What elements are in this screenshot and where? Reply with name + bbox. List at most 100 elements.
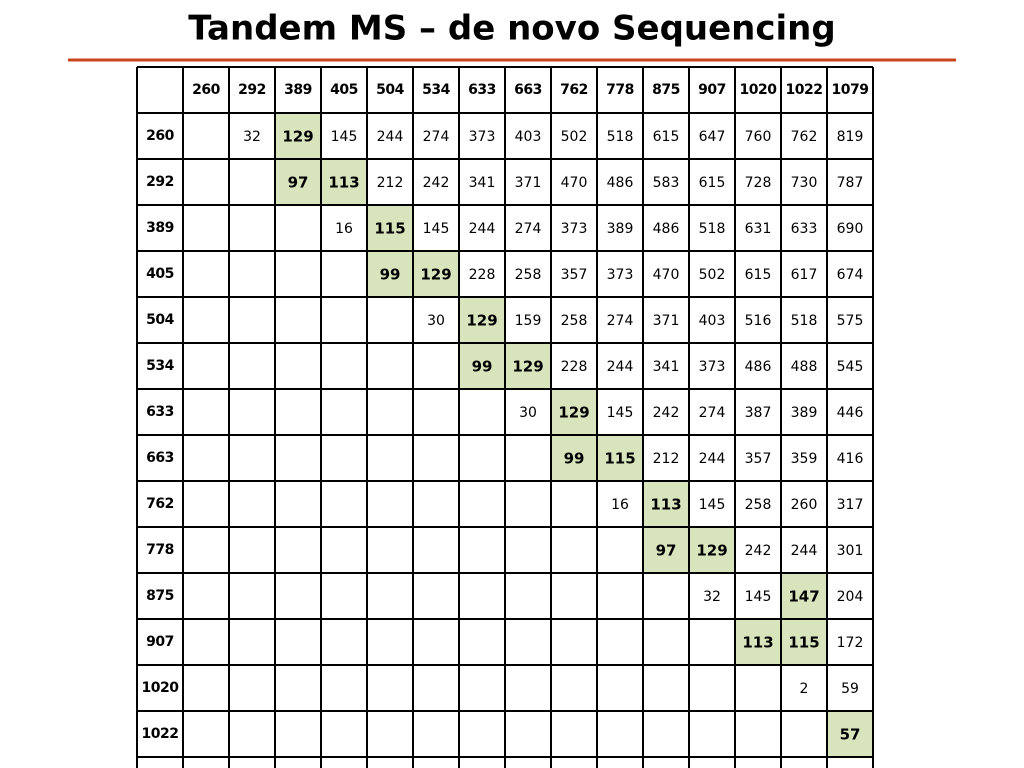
highlight-value: 129	[466, 312, 497, 330]
cell-value: 228	[469, 267, 496, 283]
cell-value: 403	[699, 313, 726, 329]
row-header: 504	[146, 312, 174, 328]
row-header: 534	[146, 358, 174, 374]
cell-value: 728	[745, 175, 772, 191]
cell-value: 615	[653, 129, 680, 145]
cell-value: 244	[469, 221, 496, 237]
cell-value: 341	[653, 359, 680, 375]
cell-value: 228	[561, 359, 588, 375]
highlight-value: 129	[420, 266, 451, 284]
cell-value: 502	[561, 129, 588, 145]
cell-value: 486	[745, 359, 772, 375]
cell-value: 690	[837, 221, 864, 237]
cell-value: 30	[519, 405, 537, 421]
highlight-cell	[551, 435, 597, 481]
cell-value: 145	[331, 129, 358, 145]
cell-value: 518	[791, 313, 818, 329]
cell-value: 2	[800, 681, 809, 697]
column-header: 762	[560, 82, 588, 98]
cell-value: 760	[745, 129, 772, 145]
row-header: 875	[146, 588, 174, 604]
cell-value: 416	[837, 451, 864, 467]
row-header: 1020	[142, 680, 180, 696]
table: 260 292 389 405 504 534 633 663 762 778 875 907 1020…	[136, 66, 874, 768]
cell-value: 486	[607, 175, 634, 191]
cell-value: 32	[703, 589, 721, 605]
cell-value: 274	[607, 313, 634, 329]
column-header: 663	[514, 82, 542, 98]
row-header: 778	[146, 542, 174, 558]
highlight-value: 115	[604, 450, 635, 468]
row-header: 260	[146, 128, 174, 144]
cell-value: 647	[699, 129, 726, 145]
cell-value: 16	[611, 497, 629, 513]
highlight-cell	[505, 343, 551, 389]
cell-value: 59	[841, 681, 859, 697]
cell-value: 502	[699, 267, 726, 283]
cell-value: 389	[607, 221, 634, 237]
column-header: 907	[698, 82, 726, 98]
highlight-value: 129	[512, 358, 543, 376]
cell-value: 244	[377, 129, 404, 145]
cell-value: 617	[791, 267, 818, 283]
cell-value: 387	[745, 405, 772, 421]
highlight-value: 129	[696, 542, 727, 560]
highlight-cell	[459, 297, 505, 343]
cell-value: 488	[791, 359, 818, 375]
highlight-cell	[413, 251, 459, 297]
row-header: 663	[146, 450, 174, 466]
cell-value: 145	[699, 497, 726, 513]
cell-value: 575	[837, 313, 864, 329]
cell-value: 389	[791, 405, 818, 421]
cell-value: 373	[561, 221, 588, 237]
cell-value: 244	[699, 451, 726, 467]
highlight-cell	[643, 481, 689, 527]
cell-value: 674	[837, 267, 864, 283]
highlight-value: 99	[564, 450, 585, 468]
cell-value: 242	[423, 175, 450, 191]
cell-value: 258	[745, 497, 772, 513]
highlight-value: 113	[328, 174, 359, 192]
cell-value: 446	[837, 405, 864, 421]
highlight-cell	[781, 573, 827, 619]
row-header: 292	[146, 174, 174, 190]
cell-value: 274	[515, 221, 542, 237]
cell-value: 357	[745, 451, 772, 467]
cell-value: 403	[515, 129, 542, 145]
cell-value: 212	[377, 175, 404, 191]
cell-value: 631	[745, 221, 772, 237]
highlight-value: 99	[380, 266, 401, 284]
highlight-value: 129	[558, 404, 589, 422]
cell-value: 373	[607, 267, 634, 283]
highlight-value: 115	[374, 220, 405, 238]
cell-value: 317	[837, 497, 864, 513]
cell-value: 359	[791, 451, 818, 467]
cell-value: 762	[791, 129, 818, 145]
cell-value: 274	[423, 129, 450, 145]
cell-value: 633	[791, 221, 818, 237]
cell-value: 486	[653, 221, 680, 237]
highlight-cell	[597, 435, 643, 481]
cell-value: 258	[561, 313, 588, 329]
cell-value: 518	[607, 129, 634, 145]
cell-value: 341	[469, 175, 496, 191]
cell-value: 583	[653, 175, 680, 191]
highlight-cell	[367, 205, 413, 251]
cell-value: 204	[837, 589, 864, 605]
cell-value: 373	[469, 129, 496, 145]
row-header: 633	[146, 404, 174, 420]
highlight-value: 97	[656, 542, 677, 560]
cell-value: 145	[423, 221, 450, 237]
cell-value: 258	[515, 267, 542, 283]
column-header: 405	[330, 82, 358, 98]
cell-value: 819	[837, 129, 864, 145]
row-header: 1022	[142, 726, 179, 742]
column-header: 1079	[832, 82, 869, 98]
highlight-cell	[321, 159, 367, 205]
highlight-cell	[275, 113, 321, 159]
cell-value: 371	[653, 313, 680, 329]
cell-value: 145	[607, 405, 634, 421]
column-header: 534	[422, 82, 450, 98]
column-header: 633	[468, 82, 496, 98]
